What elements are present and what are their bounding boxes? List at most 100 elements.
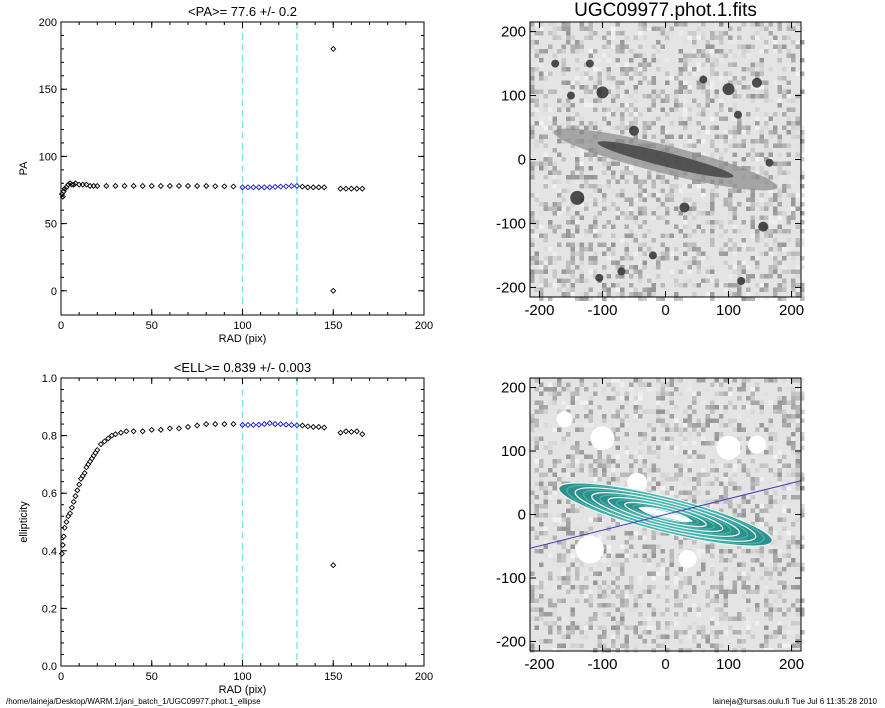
- data-point: [359, 185, 366, 192]
- x-tick-label: 200: [415, 320, 433, 332]
- mask-region: [627, 472, 648, 493]
- data-point: [212, 183, 219, 190]
- y-tick-label: 150: [39, 84, 57, 96]
- data-point: [76, 481, 83, 488]
- data-point: [230, 183, 237, 190]
- data-point: [90, 182, 97, 190]
- image-noise: [530, 22, 805, 301]
- isophote-ellipse: [574, 487, 757, 542]
- data-point: [87, 182, 94, 190]
- y-tick-label: -100: [496, 215, 526, 232]
- y-tick-label: -100: [496, 570, 526, 587]
- galaxy-core: [597, 141, 734, 178]
- star: [596, 86, 609, 99]
- x-tick-label: 0: [58, 671, 64, 683]
- star: [585, 59, 594, 68]
- data-point: [221, 421, 228, 428]
- mask-region: [556, 411, 573, 428]
- data-point: [130, 428, 137, 435]
- y-tick-label: 50: [45, 219, 57, 231]
- data-point: [157, 426, 164, 433]
- data-point: [283, 421, 290, 428]
- x-tick-label: 200: [415, 671, 433, 683]
- data-point: [353, 428, 360, 435]
- data-point: [70, 498, 77, 505]
- mask-region: [575, 535, 604, 564]
- star: [628, 125, 639, 136]
- data-point: [272, 421, 279, 428]
- data-point: [166, 182, 173, 190]
- star: [699, 75, 708, 84]
- footer-path: /home/laineja/Desktop/WARM.1/jani_batch_…: [6, 697, 261, 706]
- data-point: [65, 513, 72, 520]
- data-point: [315, 423, 322, 430]
- data-point: [348, 185, 355, 192]
- data-point: [244, 421, 251, 428]
- isophote-ellipse: [607, 496, 724, 533]
- data-point: [266, 420, 273, 427]
- data-point: [77, 475, 85, 482]
- y-tick-label: 1.0: [42, 373, 57, 385]
- data-point: [255, 184, 262, 191]
- data-point: [321, 424, 328, 431]
- data-point: [58, 550, 65, 557]
- data-point: [239, 184, 246, 191]
- data-point: [330, 562, 337, 569]
- star: [679, 202, 690, 213]
- data-point: [283, 183, 290, 190]
- data-point: [74, 487, 81, 494]
- x-tick-label: 50: [146, 671, 158, 683]
- data-point: [68, 504, 75, 511]
- image-panel-1: -200 -100 0 100 200 -200 -100 0 100 200 UGC09977.p…: [496, 0, 805, 319]
- data-point: [85, 461, 92, 468]
- data-point: [101, 438, 108, 445]
- x-axis-label: RAD (pix): [219, 684, 267, 696]
- data-point: [117, 429, 124, 436]
- data-point: [288, 182, 295, 190]
- data-point: [277, 421, 284, 428]
- data-point: [166, 425, 173, 432]
- data-point: [203, 421, 210, 428]
- data-point: [94, 182, 101, 190]
- data-point: [250, 421, 257, 428]
- y-tick-label: 200: [501, 24, 526, 41]
- data-point: [304, 184, 311, 191]
- data-point: [97, 441, 104, 448]
- y-tick-label: 0.4: [42, 546, 57, 558]
- data-point: [250, 184, 257, 191]
- data-point: [61, 524, 68, 531]
- y-tick-label: 100: [501, 88, 526, 105]
- x-tick-label: 0: [661, 656, 669, 673]
- star: [566, 91, 575, 100]
- x-tick-label: 100: [716, 302, 741, 319]
- x-tick-label: -200: [524, 302, 554, 319]
- y-tick-label: 0: [518, 507, 526, 524]
- image-panel-3: -200 -100 0 100 200 -200 -100 0 100 200: [496, 377, 805, 673]
- y-tick-label: 0: [51, 286, 57, 298]
- data-point: [112, 182, 119, 190]
- data-point: [255, 421, 262, 428]
- y-axis-label: PA: [18, 161, 30, 176]
- y-tick-label: -200: [496, 279, 526, 296]
- star: [733, 110, 742, 119]
- x-tick-label: 150: [324, 320, 342, 332]
- data-point: [83, 464, 90, 471]
- footer-user-stamp: laineja@tursas.oulu.fi Tue Jul 6 11:35:2…: [712, 697, 877, 706]
- data-point: [330, 287, 337, 294]
- data-point: [310, 423, 317, 430]
- data-point: [261, 184, 268, 191]
- x-axis-label: RAD (pix): [219, 333, 267, 345]
- data-point: [157, 182, 164, 190]
- data-point: [103, 182, 110, 190]
- isophote-ellipse: [591, 492, 740, 537]
- data-point: [92, 449, 99, 456]
- mask-region: [747, 435, 766, 454]
- data-point: [67, 510, 74, 517]
- data-point: [359, 431, 366, 438]
- data-point: [337, 185, 344, 192]
- mask-region: [590, 426, 615, 451]
- star: [737, 277, 746, 286]
- x-tick-label: 100: [233, 320, 251, 332]
- y-axis-label: ellipticity: [18, 501, 30, 543]
- data-point: [59, 542, 66, 549]
